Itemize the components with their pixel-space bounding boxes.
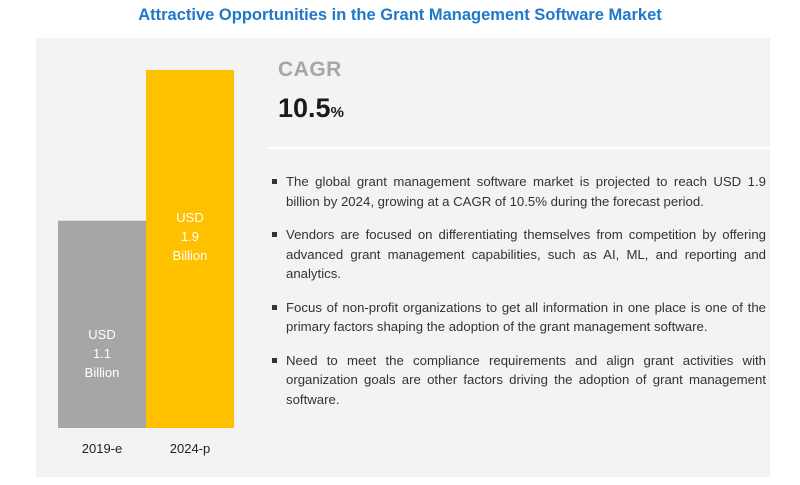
bar-value-unit: Billion: [84, 364, 120, 380]
content-panel: USD 1.1 Billion USD 1.9 Billion 2019-e 2…: [36, 38, 770, 477]
divider: [268, 147, 770, 149]
highlights-list: The global grant management software mar…: [268, 172, 766, 423]
highlight-item: Vendors are focused on differentiating t…: [268, 225, 766, 284]
category-label-2024: 2024-p: [169, 441, 211, 456]
bar-value-number: 1.1: [92, 345, 112, 361]
cagr-value: 10.5%: [278, 93, 344, 124]
cagr-number: 10.5: [278, 93, 331, 123]
bar-value-unit: Billion: [172, 248, 208, 263]
cagr-label: CAGR: [278, 58, 342, 81]
bar-2024-p: [146, 70, 234, 428]
bar-value-label-2024: USD 1.9 Billion: [146, 208, 234, 265]
bar-value-label-2019: USD 1.1 Billion: [58, 325, 146, 382]
highlight-item: The global grant management software mar…: [268, 172, 766, 211]
highlight-item: Need to meet the compliance requirements…: [268, 351, 766, 410]
bar-chart: USD 1.1 Billion USD 1.9 Billion 2019-e 2…: [36, 38, 306, 477]
highlight-item: Focus of non-profit organizations to get…: [268, 298, 766, 337]
bar-chart-svg: [58, 70, 234, 428]
bar-value-number: 1.9: [180, 229, 200, 244]
category-label-2019: 2019-e: [81, 441, 123, 456]
page-title: Attractive Opportunities in the Grant Ma…: [138, 6, 662, 24]
bar-2019-e: [58, 220, 146, 428]
bar-value-currency: USD: [176, 210, 204, 225]
cagr-unit: %: [330, 104, 344, 121]
bar-value-currency: USD: [88, 326, 116, 342]
